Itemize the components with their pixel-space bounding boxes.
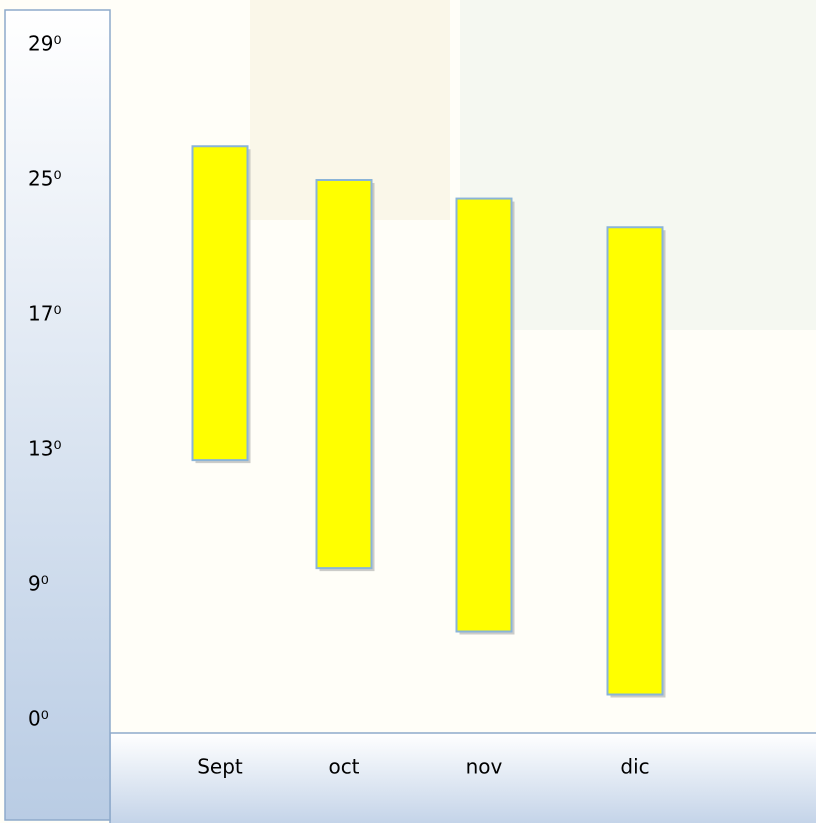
x-tick-label: nov xyxy=(466,755,503,779)
bar xyxy=(193,146,248,460)
x-tick-label: Sept xyxy=(197,755,243,779)
y-tick-label: 29⁰ xyxy=(28,32,61,56)
y-tick-label: 0⁰ xyxy=(28,707,49,731)
bar xyxy=(317,180,372,568)
y-tick-label: 9⁰ xyxy=(28,572,49,596)
y-tick-label: 17⁰ xyxy=(28,302,61,326)
bar xyxy=(608,227,663,694)
x-tick-label: oct xyxy=(328,755,359,779)
x-tick-label: dic xyxy=(620,755,649,779)
y-tick-label: 13⁰ xyxy=(28,437,61,461)
chart: 29⁰ 25⁰ 17⁰ 13⁰ 9⁰ 0⁰ Sept oct nov dic xyxy=(0,0,816,823)
y-axis-panel xyxy=(5,10,110,820)
bar xyxy=(457,199,512,632)
y-tick-label: 25⁰ xyxy=(28,167,61,191)
